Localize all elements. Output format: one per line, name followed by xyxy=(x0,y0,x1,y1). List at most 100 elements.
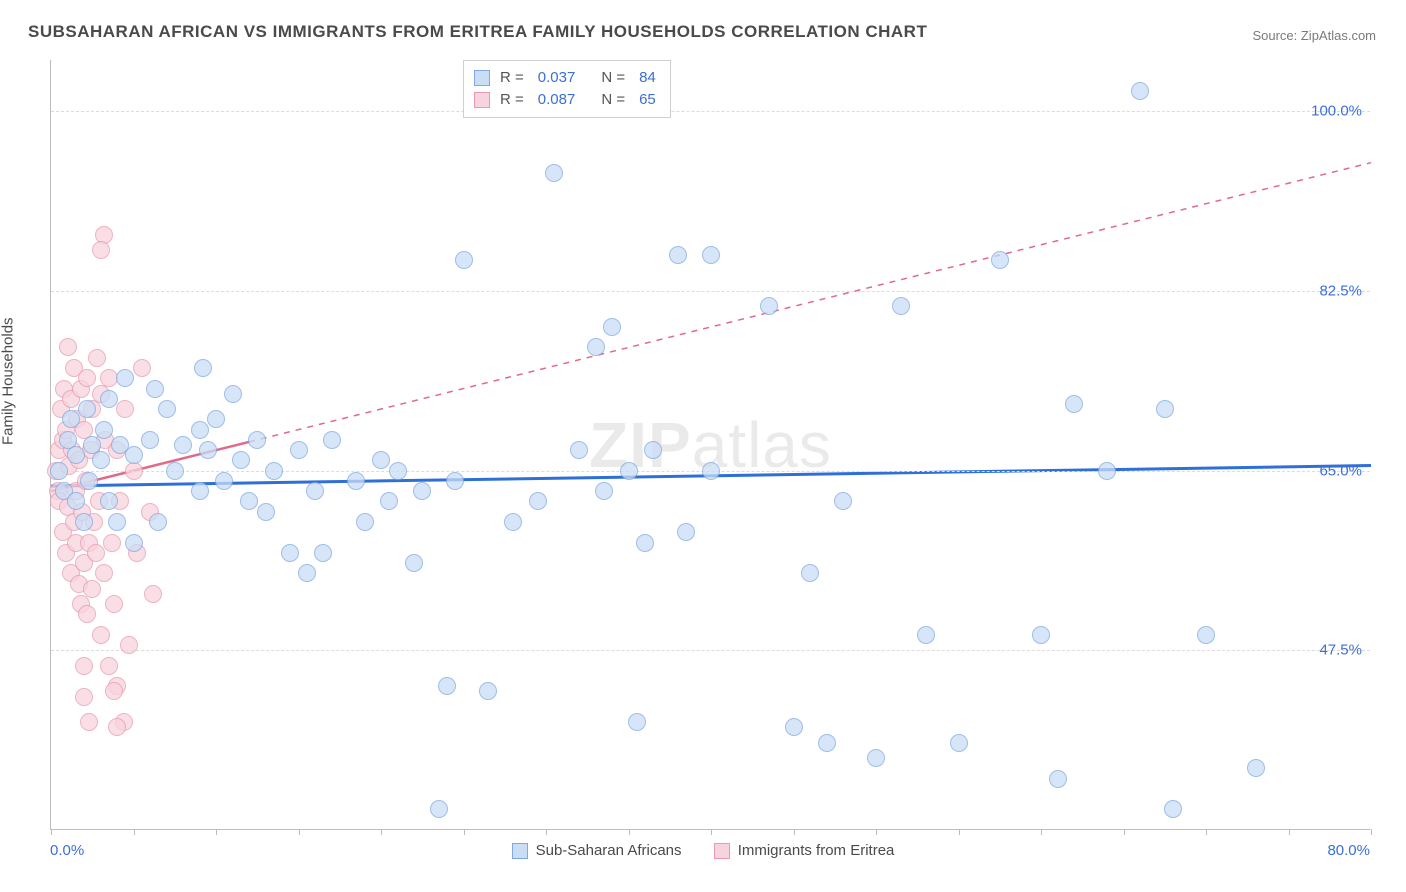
legend-stats-row-b: R = 0.087 N = 65 xyxy=(474,89,656,111)
x-tick xyxy=(1041,829,1042,835)
x-tick xyxy=(959,829,960,835)
point-series-a xyxy=(1049,770,1067,788)
x-tick xyxy=(629,829,630,835)
legend-item-b: Immigrants from Eritrea xyxy=(714,842,895,859)
x-tick xyxy=(546,829,547,835)
y-tick-label: 100.0% xyxy=(1311,103,1362,120)
x-tick xyxy=(1124,829,1125,835)
x-tick xyxy=(1371,829,1372,835)
point-series-a xyxy=(174,436,192,454)
point-series-a xyxy=(438,677,456,695)
y-tick-label: 65.0% xyxy=(1319,462,1362,479)
point-series-a xyxy=(1156,400,1174,418)
point-series-a xyxy=(100,492,118,510)
point-series-a xyxy=(158,400,176,418)
y-tick-label: 47.5% xyxy=(1319,642,1362,659)
x-tick xyxy=(464,829,465,835)
point-series-a xyxy=(669,246,687,264)
point-series-a xyxy=(1197,626,1215,644)
point-series-a xyxy=(215,472,233,490)
y-tick-label: 82.5% xyxy=(1319,283,1362,300)
r-label: R = xyxy=(500,67,524,89)
point-series-a xyxy=(834,492,852,510)
point-series-a xyxy=(1065,395,1083,413)
point-series-a xyxy=(785,718,803,736)
legend-series: Sub-Saharan Africans Immigrants from Eri… xyxy=(0,842,1406,863)
gridline-h xyxy=(51,291,1370,292)
swatch-series-b xyxy=(714,843,730,859)
point-series-a xyxy=(67,446,85,464)
point-series-a xyxy=(347,472,365,490)
point-series-a xyxy=(1098,462,1116,480)
point-series-a xyxy=(1164,800,1182,818)
r-value-a: 0.037 xyxy=(538,67,576,89)
point-series-a xyxy=(240,492,258,510)
point-series-a xyxy=(628,713,646,731)
point-series-a xyxy=(455,251,473,269)
point-series-a xyxy=(636,534,654,552)
gridline-h xyxy=(51,111,1370,112)
legend-label-b: Immigrants from Eritrea xyxy=(738,842,895,859)
x-tick xyxy=(299,829,300,835)
point-series-a xyxy=(603,318,621,336)
x-tick xyxy=(134,829,135,835)
point-series-a xyxy=(356,513,374,531)
point-series-b xyxy=(144,585,162,603)
plot-area: ZIPatlas 47.5%65.0%82.5%100.0% xyxy=(50,60,1370,830)
point-series-a xyxy=(446,472,464,490)
point-series-a xyxy=(100,390,118,408)
point-series-a xyxy=(232,451,250,469)
point-series-a xyxy=(380,492,398,510)
point-series-b xyxy=(105,682,123,700)
point-series-a xyxy=(917,626,935,644)
point-series-b xyxy=(133,359,151,377)
point-series-a xyxy=(306,482,324,500)
point-series-a xyxy=(314,544,332,562)
x-tick xyxy=(711,829,712,835)
point-series-a xyxy=(991,251,1009,269)
point-series-a xyxy=(166,462,184,480)
point-series-a xyxy=(677,523,695,541)
point-series-a xyxy=(413,482,431,500)
n-value-b: 65 xyxy=(639,89,656,111)
point-series-b xyxy=(88,349,106,367)
point-series-a xyxy=(504,513,522,531)
swatch-series-b xyxy=(474,92,490,108)
point-series-b xyxy=(78,369,96,387)
point-series-a xyxy=(257,503,275,521)
point-series-b xyxy=(120,636,138,654)
point-series-a xyxy=(702,246,720,264)
point-series-a xyxy=(92,451,110,469)
point-series-a xyxy=(1247,759,1265,777)
point-series-a xyxy=(62,410,80,428)
x-tick xyxy=(794,829,795,835)
point-series-a xyxy=(702,462,720,480)
point-series-a xyxy=(248,431,266,449)
r-value-b: 0.087 xyxy=(538,89,576,111)
point-series-a xyxy=(290,441,308,459)
point-series-a xyxy=(80,472,98,490)
point-series-a xyxy=(125,446,143,464)
point-series-a xyxy=(50,462,68,480)
point-series-a xyxy=(95,421,113,439)
point-series-a xyxy=(199,441,217,459)
point-series-a xyxy=(265,462,283,480)
point-series-a xyxy=(1131,82,1149,100)
point-series-b xyxy=(92,241,110,259)
point-series-b xyxy=(116,400,134,418)
n-value-a: 84 xyxy=(639,67,656,89)
point-series-b xyxy=(80,713,98,731)
x-tick xyxy=(1206,829,1207,835)
x-tick xyxy=(216,829,217,835)
source-label: Source: ZipAtlas.com xyxy=(1252,28,1376,43)
point-series-a xyxy=(108,513,126,531)
swatch-series-a xyxy=(512,843,528,859)
point-series-a xyxy=(146,380,164,398)
point-series-b xyxy=(59,338,77,356)
point-series-a xyxy=(194,359,212,377)
point-series-b xyxy=(75,688,93,706)
r-label: R = xyxy=(500,89,524,111)
point-series-a xyxy=(116,369,134,387)
chart-title: SUBSAHARAN AFRICAN VS IMMIGRANTS FROM ER… xyxy=(28,22,927,42)
point-series-a xyxy=(620,462,638,480)
